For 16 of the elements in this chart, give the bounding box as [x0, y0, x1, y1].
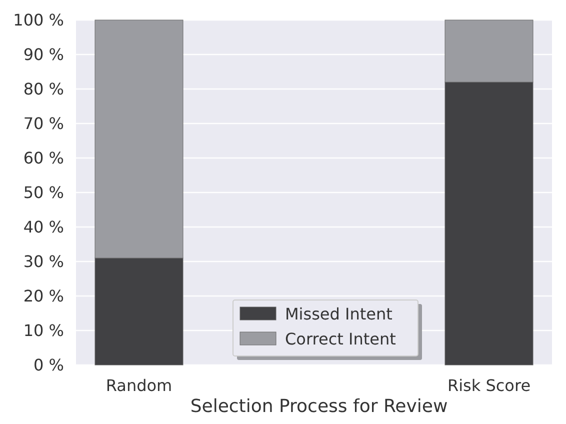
y-tick-label: 60 %	[23, 148, 64, 168]
y-tick-label: 30 %	[23, 252, 64, 272]
x-axis-title: Selection Process for Review	[190, 396, 448, 417]
y-tick-label: 0 %	[34, 356, 64, 375]
y-tick-label: 50 %	[23, 183, 64, 202]
x-tick-label: Risk Score	[447, 376, 531, 395]
y-tick-label: 80 %	[23, 80, 64, 99]
y-tick-label: 40 %	[23, 218, 64, 237]
y-tick-label: 20 %	[23, 286, 64, 306]
y-tick-label: 100 %	[13, 10, 64, 30]
legend-label: Correct Intent	[285, 330, 396, 349]
y-tick-label: 90 %	[23, 45, 64, 64]
y-tick-label: 10 %	[23, 321, 64, 340]
legend-label: Missed Intent	[285, 304, 392, 324]
x-tick-label: Random	[106, 376, 172, 395]
y-tick-label: 70 %	[23, 114, 64, 134]
